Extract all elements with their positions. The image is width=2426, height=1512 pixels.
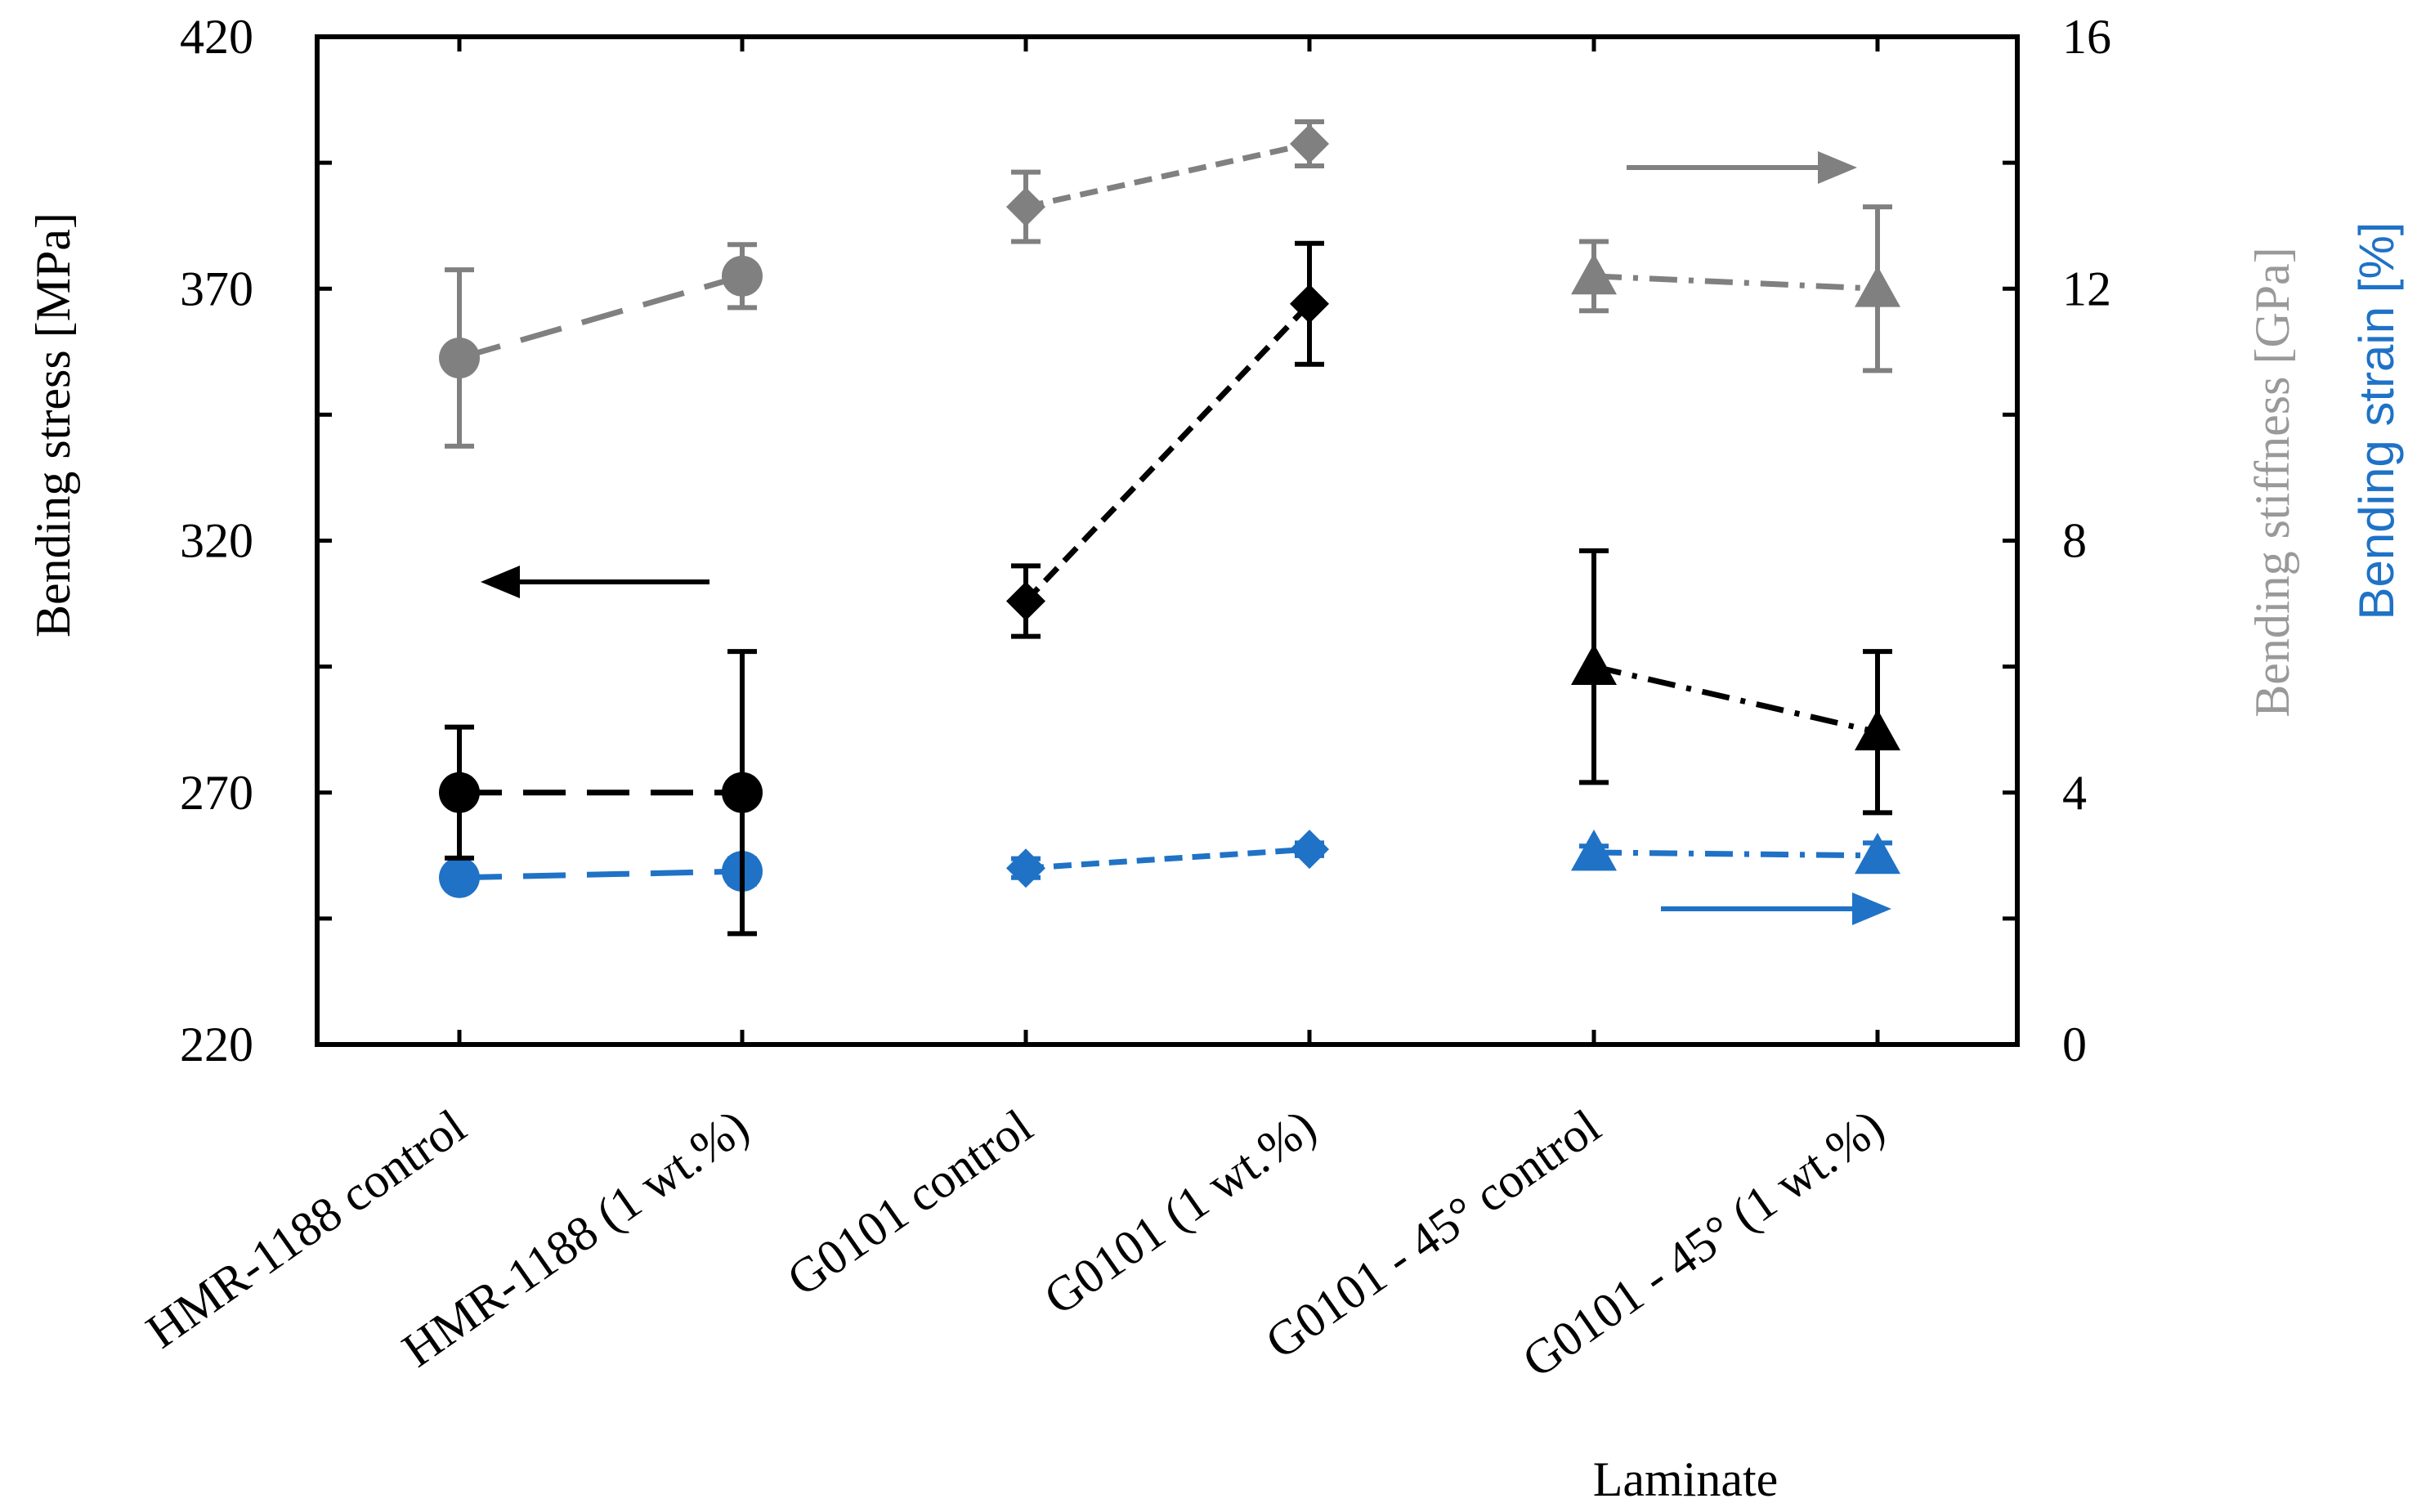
- marker-triangle: [1855, 832, 1900, 875]
- arrow-head: [1852, 892, 1891, 925]
- marker-diamond: [1006, 187, 1045, 227]
- right-tick-label: 0: [2062, 1018, 2087, 1071]
- marker-diamond: [1290, 124, 1329, 164]
- marker-triangle: [1855, 709, 1900, 751]
- left-tick-label: 320: [180, 514, 253, 568]
- category-label: G0101 (1 wt.%): [1035, 1099, 1326, 1326]
- series-line: [459, 273, 743, 361]
- marker-diamond: [1006, 848, 1045, 888]
- left-axis-title: Bending stress [MPa]: [26, 212, 80, 637]
- series-line: [1593, 849, 1878, 859]
- series-stress-diamond: [1006, 240, 1329, 639]
- series-layer: [439, 119, 1900, 937]
- series-stiffness-circle: [439, 242, 763, 449]
- arrow-head: [481, 566, 520, 598]
- series-line: [1025, 846, 1310, 871]
- marker-circle: [722, 255, 763, 297]
- right-axis-title-strain: Bending strain [%]: [2349, 222, 2404, 620]
- right-tick-label: 8: [2062, 514, 2087, 568]
- plot-frame: [315, 34, 2020, 1047]
- series-line: [459, 868, 743, 881]
- series-line: [1593, 664, 1878, 736]
- marker-circle: [439, 772, 480, 813]
- right-axis-title-stiffness: Bending stiffness [GPa]: [2245, 247, 2299, 718]
- marker-circle: [439, 338, 480, 379]
- marker-circle: [439, 857, 480, 898]
- marker-triangle: [1855, 266, 1900, 307]
- series-strain-circle: [439, 851, 763, 898]
- right-tick-label: 16: [2062, 10, 2111, 64]
- series-strain-diamond: [1006, 830, 1329, 888]
- marker-circle: [722, 772, 763, 813]
- arrow-right-stiffness: [1627, 151, 1857, 184]
- series-strain-triangle: [1571, 829, 1900, 875]
- left-tick-label: 270: [180, 766, 253, 820]
- marker-triangle: [1571, 253, 1617, 295]
- series-line: [1025, 141, 1310, 210]
- arrow-left-stress: [481, 566, 709, 598]
- right-tick-label: 4: [2062, 766, 2087, 820]
- right-tick-label: 12: [2062, 262, 2111, 315]
- marker-diamond: [1290, 830, 1329, 870]
- series-line: [1593, 273, 1878, 292]
- marker-diamond: [1006, 581, 1045, 621]
- left-tick-label: 420: [180, 10, 253, 64]
- marker-triangle: [1571, 643, 1617, 686]
- marker-triangle: [1571, 829, 1617, 871]
- series-stiffness-diamond: [1006, 119, 1329, 244]
- series-stress-triangle: [1571, 548, 1900, 816]
- left-tick-label: 370: [180, 262, 253, 315]
- marker-diamond: [1290, 284, 1329, 324]
- arrow-head: [1818, 151, 1857, 184]
- x-axis-title: Laminate: [1593, 1452, 1779, 1506]
- series-stiffness-triangle: [1571, 204, 1900, 374]
- arrow-right-strain: [1661, 892, 1891, 925]
- series-line: [1023, 302, 1312, 603]
- annotations: [481, 151, 1891, 925]
- series-stress-circle: [439, 649, 763, 937]
- category-label: G0101 control: [777, 1099, 1041, 1307]
- left-tick-label: 220: [180, 1018, 253, 1071]
